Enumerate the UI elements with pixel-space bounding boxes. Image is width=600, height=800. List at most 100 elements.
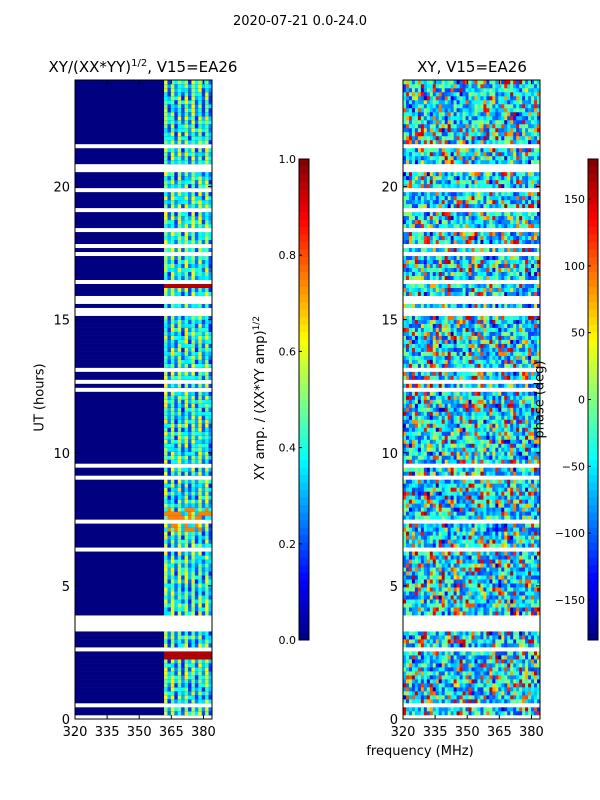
heatmap-cell xyxy=(501,695,505,700)
heatmap-cell xyxy=(474,607,478,612)
heatmap-cell xyxy=(471,587,475,592)
heatmap-cell xyxy=(495,667,499,672)
heatmap-cell xyxy=(501,675,505,680)
heatmap-cell xyxy=(477,583,481,588)
heatmap-cell xyxy=(462,591,466,596)
heatmap-cell xyxy=(471,467,475,472)
heatmap-cell xyxy=(486,595,490,600)
heatmap-cell xyxy=(181,363,185,368)
heatmap-cell xyxy=(444,499,448,504)
heatmap-cell xyxy=(471,635,475,640)
heatmap-cell xyxy=(198,555,203,560)
heatmap-cell xyxy=(468,687,472,692)
heatmap-cell xyxy=(468,639,472,644)
heatmap-cell xyxy=(184,679,189,684)
heatmap-cell xyxy=(198,687,203,692)
heatmap-cell xyxy=(194,603,199,608)
heatmap-cell xyxy=(403,655,407,660)
heatmap-cell xyxy=(519,447,523,452)
heatmap-cell xyxy=(177,423,182,428)
heatmap-cell xyxy=(194,323,199,328)
heatmap-cell xyxy=(447,439,451,444)
heatmap-cell xyxy=(205,171,209,177)
heatmap-cell xyxy=(198,147,203,153)
heatmap-cell xyxy=(447,419,451,424)
heatmap-cell xyxy=(208,667,213,672)
heatmap-cell xyxy=(191,511,196,516)
heatmap-cell xyxy=(208,419,213,424)
heatmap-cell xyxy=(198,591,203,596)
heatmap-cell xyxy=(507,471,511,476)
heatmap-cell xyxy=(516,543,520,548)
heatmap-cell xyxy=(453,655,457,660)
heatmap-cell xyxy=(164,511,168,516)
heatmap-cell xyxy=(414,687,419,692)
heatmap-cell xyxy=(423,559,428,564)
heatmap-cell xyxy=(510,467,514,472)
heatmap-row-base xyxy=(75,315,212,320)
heatmap-cell xyxy=(459,495,463,500)
heatmap-cell xyxy=(188,679,192,684)
heatmap-cell xyxy=(531,571,535,576)
heatmap-cell xyxy=(471,455,475,460)
heatmap-cell xyxy=(486,695,490,700)
heatmap-cell xyxy=(465,631,469,636)
heatmap-cell xyxy=(486,675,490,680)
heatmap-cell xyxy=(450,651,454,656)
heatmap-cell xyxy=(474,451,478,456)
heatmap-cell xyxy=(181,83,185,89)
heatmap-cell xyxy=(205,659,209,664)
heatmap-cell xyxy=(429,595,434,600)
heatmap-cell xyxy=(174,679,179,684)
heatmap-cell xyxy=(501,567,505,572)
heatmap-cell xyxy=(405,611,410,616)
heatmap-cell xyxy=(170,315,175,320)
heatmap-cell xyxy=(411,491,416,496)
heatmap-cell xyxy=(474,555,478,560)
heatmap-cell xyxy=(426,563,431,568)
heatmap-cell xyxy=(208,375,213,380)
heatmap-cell xyxy=(170,247,175,253)
heatmap-cell xyxy=(504,443,508,448)
heatmap-cell xyxy=(441,579,445,584)
heatmap-cell xyxy=(453,607,457,612)
heatmap-cell xyxy=(170,543,175,548)
heatmap-cell xyxy=(537,491,541,496)
heatmap-cell xyxy=(208,211,213,217)
heatmap-cell xyxy=(191,699,196,704)
heatmap-cell xyxy=(198,499,203,504)
heatmap-cell xyxy=(191,95,196,101)
heatmap-cell xyxy=(426,543,431,548)
heatmap-cell xyxy=(403,439,407,444)
heatmap-cell xyxy=(495,655,499,660)
heatmap-cell xyxy=(177,123,182,129)
heatmap-cell xyxy=(432,419,437,424)
heatmap-cell xyxy=(181,583,185,588)
heatmap-cell xyxy=(480,595,484,600)
heatmap-cell xyxy=(492,443,496,448)
heatmap-cell xyxy=(456,639,460,644)
heatmap-cell xyxy=(188,487,192,492)
heatmap-cell xyxy=(423,595,428,600)
heatmap-cell xyxy=(201,699,206,704)
heatmap-cell xyxy=(432,511,437,516)
heatmap-cell xyxy=(432,567,437,572)
heatmap-cell xyxy=(465,467,469,472)
heatmap-row-base xyxy=(75,271,212,276)
heatmap-row-base xyxy=(75,495,212,500)
heatmap-cell xyxy=(534,575,538,580)
heatmap-cell xyxy=(403,559,407,564)
heatmap-cell xyxy=(208,691,213,696)
heatmap-cell xyxy=(191,487,196,492)
heatmap-cell xyxy=(468,667,472,672)
heatmap-cell xyxy=(198,683,203,688)
heatmap-cell xyxy=(411,419,416,424)
heatmap-cell xyxy=(201,275,206,280)
heatmap-cell xyxy=(426,651,431,656)
heatmap-cell xyxy=(201,591,206,596)
heatmap-cell xyxy=(531,711,535,716)
heatmap-cell xyxy=(198,203,203,209)
heatmap-cell xyxy=(170,199,175,205)
heatmap-cell xyxy=(471,531,475,536)
heatmap-cell xyxy=(444,691,448,696)
